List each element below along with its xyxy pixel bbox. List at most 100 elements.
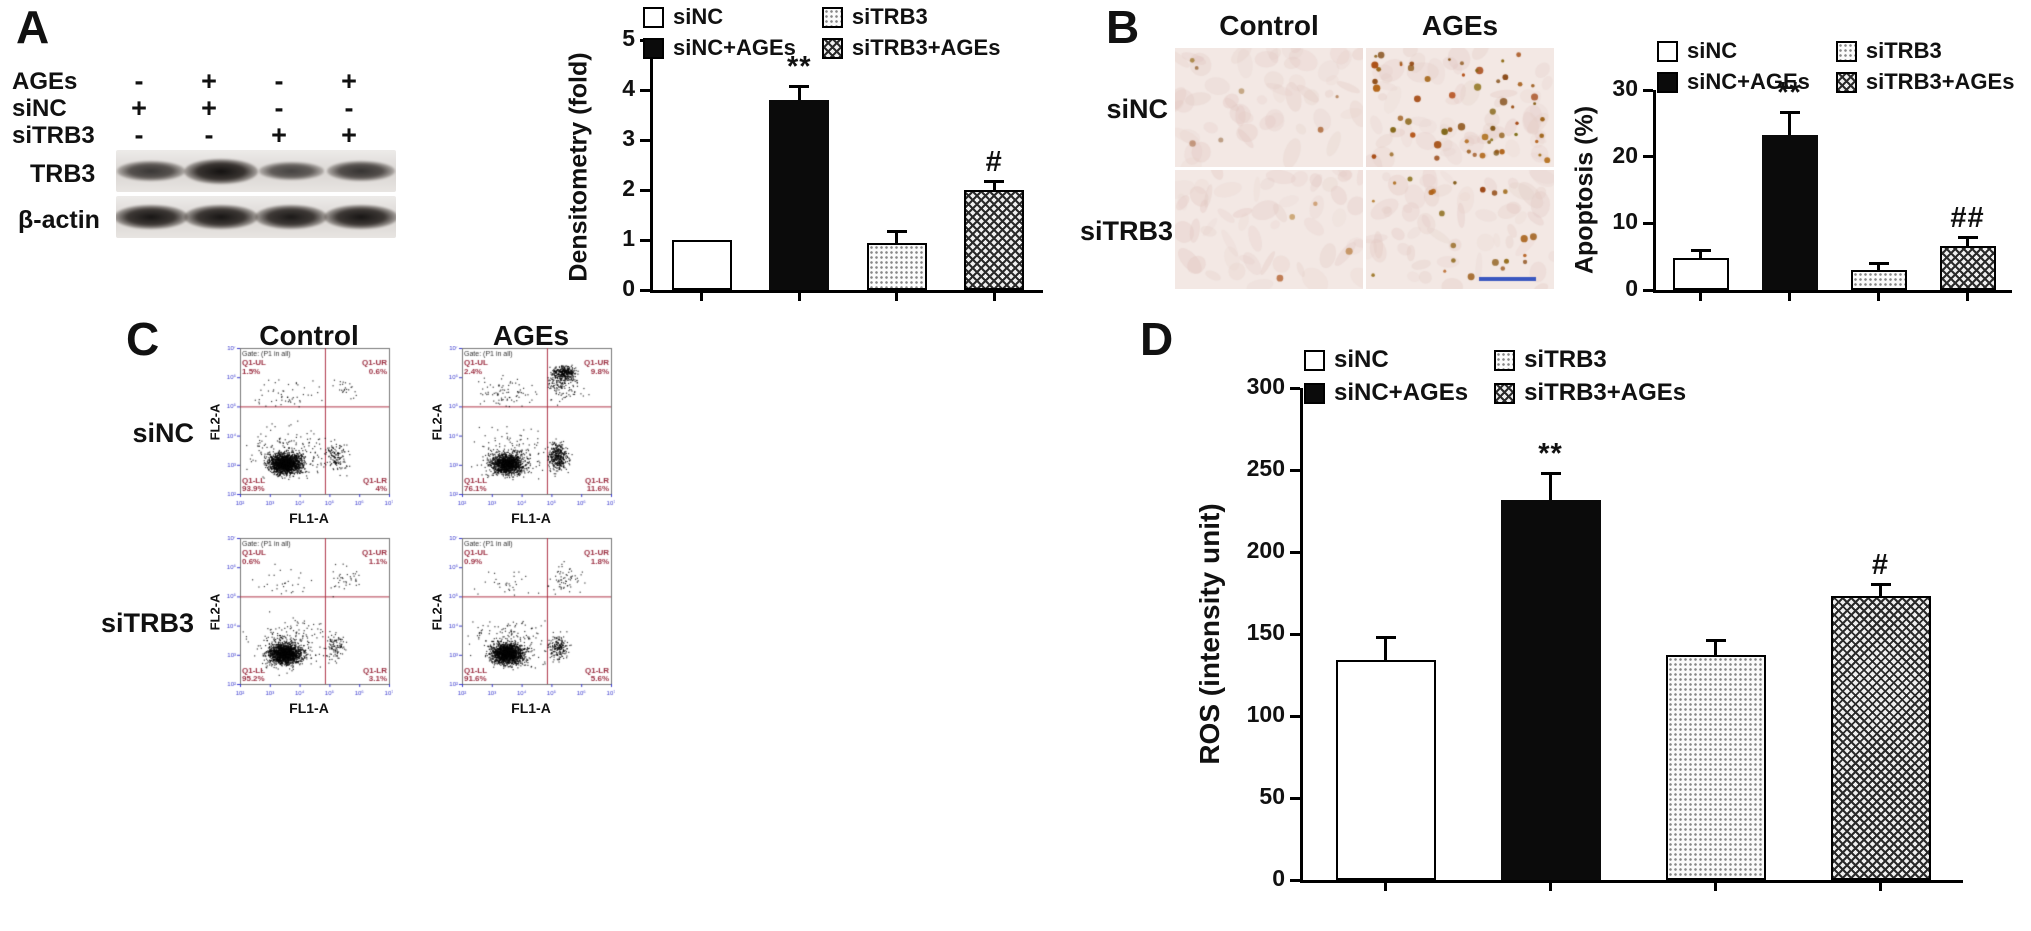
bar-siNC: [1335, 660, 1436, 880]
legend-key-sinc: [1304, 349, 1325, 371]
flow-y-axis-label: FL2-A: [429, 403, 445, 441]
condition-sign: +: [271, 120, 287, 150]
error-bar: [1877, 264, 1880, 270]
legend-key-sitrb3-ages: [821, 37, 843, 59]
ihc-column-header-control: Control: [1219, 10, 1319, 41]
condition-sign: +: [341, 66, 357, 96]
blot-band: [324, 204, 396, 230]
error-bar: [1699, 252, 1702, 258]
y-tick-mark: [1290, 878, 1300, 882]
legend-label: siTRB3+AGEs: [1524, 379, 1687, 406]
y-tick-label: 1: [622, 225, 635, 251]
condition-row-ages: AGEs - + - +: [12, 66, 384, 96]
condition-sign: -: [344, 93, 354, 123]
blot-band-label-trb3: TRB3: [30, 160, 96, 188]
error-bar-cap: [1868, 261, 1889, 265]
y-tick-mark: [1290, 796, 1300, 800]
condition-sign: -: [134, 66, 144, 96]
apoptosis-plot-area: 0 10 20 30 ** ##: [1612, 75, 2012, 301]
y-tick-label: 10: [1612, 208, 1638, 235]
significance-marker: #: [985, 145, 1003, 178]
condition-sign: -: [274, 93, 284, 123]
x-tick-mark: [1384, 883, 1387, 891]
y-tick-label: 5: [622, 25, 635, 51]
legend-column: siTRB3 siTRB3+AGEs: [821, 4, 1000, 61]
chart-legend: siNC siNC+AGEs siTRB3 siTRB3+AGEs: [643, 4, 1000, 61]
condition-row-sitrb3: siTRB3 - - + +: [12, 120, 384, 150]
ihc-image-sitrb3-ages: [1366, 170, 1554, 289]
condition-name: AGEs: [12, 67, 78, 95]
condition-sign: +: [341, 120, 357, 150]
error-bar: [797, 87, 801, 100]
western-blot-trb3: [116, 150, 396, 192]
bar-siNC+AGEs: [769, 100, 830, 290]
y-tick-mark: [640, 288, 650, 292]
legend-key-sitrb3-ages: [1494, 382, 1516, 404]
condition-sign: -: [204, 120, 214, 150]
y-tick-mark: [640, 188, 650, 192]
legend-key-sinc-ages: [1304, 382, 1325, 404]
y-tick-label: 100: [1246, 701, 1285, 727]
flow-x-axis-label: FL1-A: [511, 700, 551, 716]
legend-key-sinc: [1657, 40, 1678, 62]
error-bar: [1966, 238, 1969, 246]
y-tick-label: 2: [622, 175, 635, 201]
y-tick-label: 3: [622, 125, 635, 151]
legend-key-sinc: [643, 6, 664, 28]
ros-plot-area: 0 50 100 150 200 250 300 ** #: [1247, 373, 1963, 891]
significance-marker: #: [1871, 549, 1890, 582]
condition-name: siTRB3: [12, 121, 95, 149]
bar-siTRB3: [866, 242, 927, 290]
y-tick-mark: [1643, 155, 1653, 159]
y-tick-mark: [1290, 468, 1300, 472]
legend-column: siNC siNC+AGEs: [1657, 38, 1810, 95]
y-tick-label: 250: [1246, 455, 1285, 481]
panel-d-label: D: [1140, 313, 1174, 365]
condition-sign: +: [201, 66, 217, 96]
y-tick-mark: [640, 238, 650, 242]
flow-plot-sitrb3-ages: FL2-A FL1-A: [425, 536, 637, 728]
bar-siTRB3+AGEs: [1830, 596, 1931, 880]
condition-row-sinc: siNC + + - -: [12, 93, 384, 123]
error-bar: [1384, 638, 1387, 661]
x-tick-mark: [1877, 293, 1880, 301]
flow-y-axis-label: FL2-A: [429, 593, 445, 631]
flow-plot-sitrb3-control: FL2-A FL1-A: [203, 536, 415, 728]
flow-x-axis-label: FL1-A: [289, 510, 329, 526]
western-blot-actin: [116, 196, 396, 238]
error-bar-cap: [1870, 583, 1891, 587]
y-tick-label: 0: [1272, 865, 1285, 891]
legend-column: siTRB3 siTRB3+AGEs: [1835, 38, 2015, 95]
legend-key-sinc-ages: [643, 37, 664, 59]
bar-siNC+AGEs: [1761, 135, 1818, 290]
ihc-image-sinc-ages: [1366, 48, 1554, 167]
flow-row-label-sinc: siNC: [132, 418, 194, 448]
blot-band-label-actin: β-actin: [18, 206, 100, 234]
error-bar-cap: [1957, 235, 1978, 239]
significance-marker: ##: [1950, 201, 1985, 234]
densitometry-chart: Densitometry (fold) 0 1 2 3 4 5 ** # siNC siNC+…: [555, 0, 1075, 325]
error-bar-cap: [789, 84, 810, 88]
legend-key-sitrb3: [1494, 349, 1516, 371]
legend-key-sitrb3: [821, 6, 843, 28]
y-tick-label: 0: [1625, 275, 1638, 301]
densitometry-plot-area: 0 1 2 3 4 5 ** #: [622, 25, 1043, 301]
ros-chart: ROS (intensity unit) 0 50 100 150 200 250 300 *…: [1178, 330, 2031, 930]
blot-band: [258, 162, 324, 180]
legend-label: siTRB3+AGEs: [1865, 69, 2015, 94]
blot-band: [254, 205, 328, 229]
significance-marker: **: [1777, 77, 1802, 109]
ihc-row-label-sinc: siNC: [1106, 94, 1168, 124]
flow-column-header-ages: AGEs: [492, 320, 570, 351]
flow-scatter-canvas: [225, 536, 393, 698]
legend-label: siNC+AGEs: [673, 35, 796, 60]
legend-key-sitrb3-ages: [1835, 71, 1857, 93]
y-tick-label: 0: [622, 275, 635, 301]
legend-label: siNC: [1687, 38, 1738, 63]
y-tick-label: 150: [1246, 619, 1285, 645]
error-bar-cap: [1375, 635, 1396, 639]
y-tick-label: 50: [1259, 783, 1285, 809]
legend-label: siTRB3: [1865, 38, 1942, 63]
blot-band: [117, 161, 185, 181]
